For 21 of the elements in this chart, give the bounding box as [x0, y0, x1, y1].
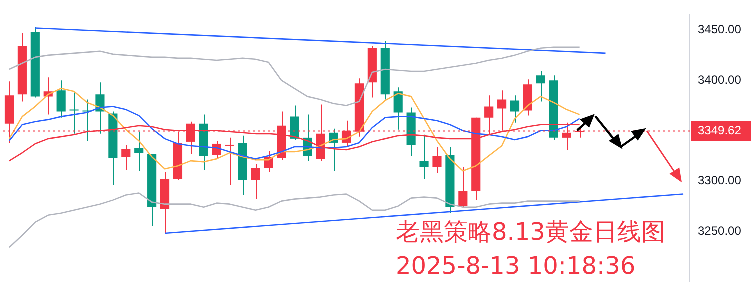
candlestick	[56, 80, 66, 118]
candlestick	[510, 95, 520, 124]
y-tick-label: 3300.00	[698, 174, 742, 188]
candlestick	[290, 105, 300, 140]
candlestick	[264, 150, 274, 173]
text: 老黑策略8.13黄金日线图	[396, 218, 666, 246]
candlestick	[225, 137, 234, 186]
y-tick-label: 3250.00	[698, 224, 742, 238]
candlestick	[122, 144, 131, 171]
y-tick-label: 3400.00	[698, 72, 742, 87]
ref-line-label: 3349.62	[698, 124, 742, 138]
candlestick	[251, 164, 260, 200]
y-tick-label: 3450.00	[698, 22, 742, 37]
candlestick	[394, 87, 403, 130]
text: 2025-8-13 10:18:36	[396, 252, 636, 280]
candlestick	[420, 134, 429, 180]
candlestick	[134, 131, 144, 172]
candlestick	[458, 166, 468, 209]
candlestick	[536, 71, 546, 102]
candlestick	[432, 146, 442, 174]
candlestick	[70, 92, 79, 134]
